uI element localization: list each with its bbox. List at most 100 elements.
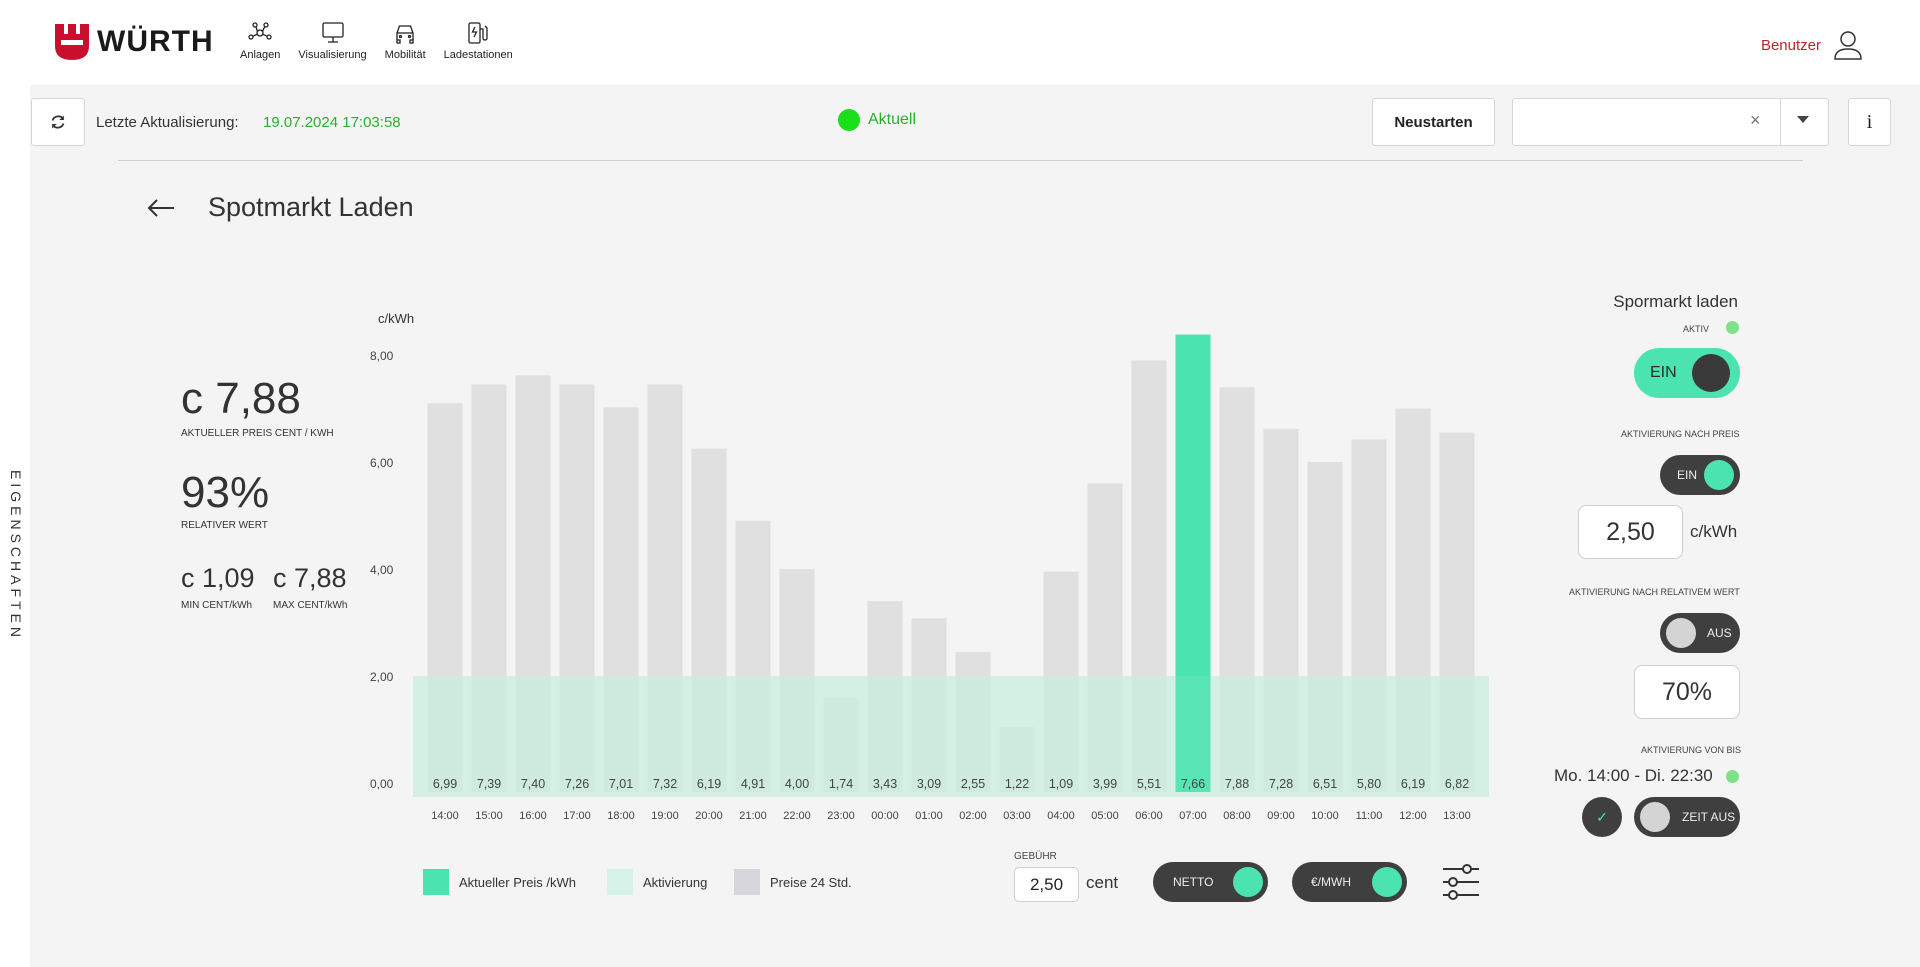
min-price-value: c 1,09 (181, 563, 255, 593)
time-toggle-label: ZEIT AUS (1682, 810, 1736, 824)
y-tick-label: 2,00 (370, 670, 394, 684)
x-tick-label: 23:00 (827, 810, 855, 822)
bar-data-label: 5,80 (1357, 777, 1381, 791)
legend-swatch (423, 869, 449, 895)
relative-value: 93% (181, 468, 270, 517)
refresh-button[interactable] (31, 98, 85, 146)
spot-price-chart: c/kWh 0,00 2,00 4,00 6,00 8,00 6,99 14:00 7,39 15… (370, 311, 1489, 822)
info-button[interactable]: i (1848, 98, 1891, 146)
legend-swatch (607, 869, 633, 895)
refresh-icon (51, 115, 65, 129)
x-tick-label: 05:00 (1091, 810, 1119, 822)
toggle-knob (1372, 867, 1402, 897)
user-menu[interactable]: Benutzer (1761, 28, 1865, 62)
y-tick-label: 0,00 (370, 777, 394, 791)
bar-data-label: 3,43 (873, 777, 897, 791)
x-tick-label: 22:00 (783, 810, 811, 822)
back-arrow-icon[interactable] (146, 196, 176, 220)
y-axis-label: c/kWh (378, 311, 414, 326)
bar-data-label: 7,28 (1269, 777, 1293, 791)
connection-status: Aktuell (838, 109, 916, 131)
time-range-value: Mo. 14:00 - Di. 22:30 (1554, 766, 1713, 785)
confirm-time-button[interactable]: ✓ (1582, 797, 1622, 837)
divider (118, 160, 1803, 161)
y-tick-label: 8,00 (370, 349, 394, 363)
x-tick-label: 14:00 (431, 810, 459, 822)
bar-data-label: 7,66 (1181, 777, 1205, 791)
unit-toggle[interactable]: €/MWH (1292, 862, 1407, 902)
main-nav: Anlagen Visualisierung Mobilität Ladesta… (240, 20, 513, 61)
x-tick-label: 17:00 (563, 810, 591, 822)
spot-charging-toggle[interactable]: EIN (1634, 348, 1740, 398)
fee-input[interactable] (1014, 867, 1079, 902)
x-tick-label: 00:00 (871, 810, 899, 822)
charging-station-icon (468, 22, 488, 44)
select-separator (1780, 98, 1781, 146)
bar-data-label: 6,82 (1445, 777, 1469, 791)
price-activation-toggle[interactable]: EIN (1660, 455, 1740, 495)
relative-threshold-input[interactable] (1634, 665, 1740, 719)
time-toggle[interactable]: ZEIT AUS (1634, 797, 1740, 837)
bar-data-label: 7,39 (477, 777, 501, 791)
x-tick-label: 15:00 (475, 810, 503, 822)
bar-data-label: 4,91 (741, 777, 765, 791)
legend-label: Aktivierung (643, 874, 708, 890)
brand-name: WÜRTH (97, 25, 214, 58)
bar-data-label: 2,55 (961, 777, 985, 791)
netto-toggle[interactable]: NETTO (1153, 862, 1268, 902)
time-activation-label: AKTIVIERUNG VON BIS (1641, 745, 1742, 755)
nav-item-visualisierung[interactable]: Visualisierung (298, 20, 367, 61)
fee-unit: cent (1086, 873, 1119, 892)
bar-data-label: 7,32 (653, 777, 677, 791)
bar-data-label: 1,74 (829, 777, 853, 791)
bar-data-label: 7,88 (1225, 777, 1249, 791)
device-select[interactable] (1512, 98, 1829, 146)
bar-data-label: 6,19 (697, 777, 721, 791)
toggle-knob (1692, 354, 1730, 392)
x-tick-label: 10:00 (1311, 810, 1339, 822)
last-update-value: 19.07.2024 17:03:58 (263, 114, 401, 131)
toggle-knob (1233, 867, 1263, 897)
x-tick-label: 07:00 (1179, 810, 1207, 822)
x-tick-label: 12:00 (1399, 810, 1427, 822)
user-icon (1834, 31, 1862, 60)
filter-settings-icon[interactable] (1441, 862, 1481, 902)
properties-side-tab[interactable]: EIGENSCHAFTEN (0, 85, 30, 967)
relative-value-label: RELATIVER WERT (181, 520, 268, 531)
legend-item-current: Aktueller Preis /kWh (423, 869, 576, 895)
x-tick-label: 20:00 (695, 810, 723, 822)
nav-item-mobilitaet[interactable]: Mobilität (385, 20, 426, 61)
toggle-knob (1704, 460, 1734, 490)
price-threshold-input[interactable] (1578, 505, 1683, 559)
x-tick-label: 13:00 (1443, 810, 1471, 822)
bar-data-label: 7,40 (521, 777, 545, 791)
current-price-bar-overlay (1175, 334, 1211, 792)
properties-tab-label: EIGENSCHAFTEN (8, 470, 24, 642)
bar-data-label: 7,01 (609, 777, 633, 791)
price-threshold-unit: c/kWh (1690, 522, 1738, 541)
clear-icon[interactable]: × (1750, 110, 1761, 130)
bar-data-label: 6,99 (433, 777, 457, 791)
activation-band (413, 676, 1489, 797)
nav-item-ladestationen[interactable]: Ladestationen (444, 20, 513, 61)
relative-activation-label: AKTIVIERUNG NACH RELATIVEM WERT (1569, 587, 1740, 597)
x-tick-label: 18:00 (607, 810, 635, 822)
chevron-down-icon[interactable] (1797, 116, 1809, 123)
user-label: Benutzer (1760, 36, 1821, 54)
x-tick-label: 11:00 (1356, 810, 1383, 822)
network-icon (248, 22, 272, 40)
wurth-logo[interactable]: WÜRTH (55, 24, 214, 60)
bar-data-label: 5,51 (1137, 777, 1161, 791)
relative-activation-toggle[interactable]: AUS (1660, 613, 1740, 653)
legend-item-prices: Preise 24 Std. (734, 869, 852, 895)
restart-button[interactable]: Neustarten (1372, 98, 1495, 146)
last-update-label: Letzte Aktualisierung: (96, 114, 239, 131)
y-tick-label: 6,00 (370, 456, 394, 470)
page-title: Spotmarkt Laden (208, 192, 414, 222)
nav-item-label: Mobilität (384, 49, 426, 61)
active-status-dot-icon (1726, 321, 1739, 334)
price-activation-label: AKTIVIERUNG NACH PREIS (1621, 429, 1740, 439)
wurth-logo-icon (55, 24, 89, 60)
check-icon: ✓ (1596, 808, 1608, 825)
nav-item-anlagen[interactable]: Anlagen (240, 20, 280, 61)
